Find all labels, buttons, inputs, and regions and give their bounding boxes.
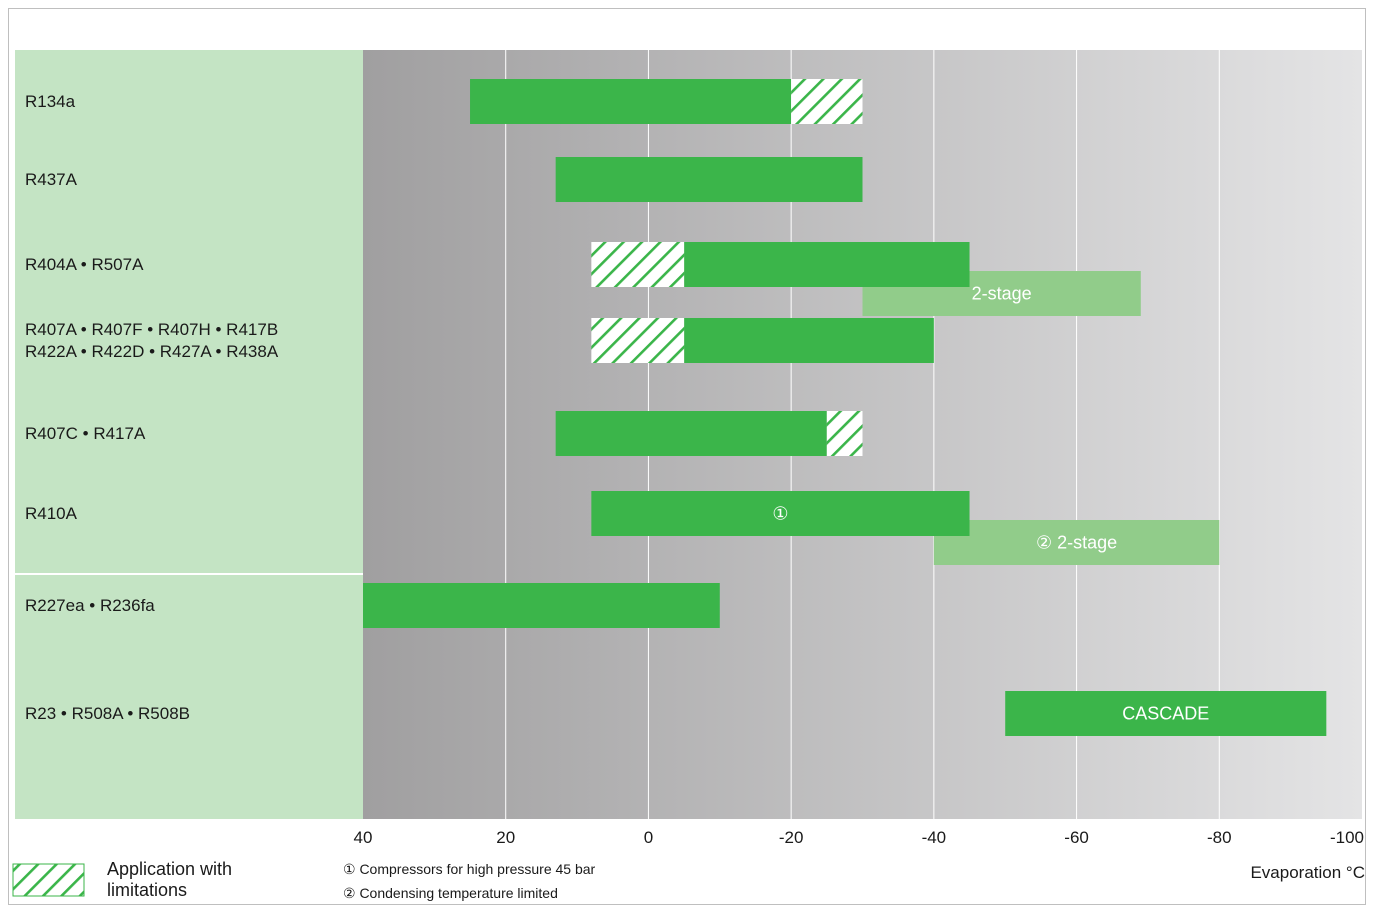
range-bar-full <box>363 583 720 628</box>
range-bar-full <box>555 157 863 202</box>
x-tick-label: 40 <box>354 828 373 847</box>
legend: Application with limitations <box>12 859 232 900</box>
range-bar-limited <box>791 79 863 124</box>
x-tick-label: -60 <box>1064 828 1089 847</box>
category-label: R404A • R507A <box>25 255 144 274</box>
category-label: R422A • R422D • R427A • R438A <box>25 342 279 361</box>
range-bar-two-stage <box>933 520 1220 565</box>
note-condensing: ② Condensing temperature limited <box>343 885 558 901</box>
category-label: R134a <box>25 92 76 111</box>
range-bar-full <box>591 491 970 536</box>
x-axis-title: Evaporation °C <box>1250 863 1365 882</box>
range-bar-label: CASCADE <box>1122 704 1209 724</box>
label-panel <box>15 50 363 819</box>
category-label: R437A <box>25 170 78 189</box>
range-bar-label: ② 2-stage <box>1036 533 1117 553</box>
category-label: R227ea • R236fa <box>25 596 155 615</box>
range-bar-label: ① <box>772 504 788 524</box>
x-tick-labels: 40 20 0 -20 -40 -60 -80 -100 <box>354 828 1364 847</box>
range-bar-limited <box>826 411 863 456</box>
x-tick-label: 0 <box>644 828 653 847</box>
range-bar-label: 2-stage <box>972 284 1032 304</box>
x-tick-label: -80 <box>1207 828 1232 847</box>
range-bars: 2-stage ② 2-stage ① CASCADE <box>363 79 1327 736</box>
range-bar-full <box>684 242 970 287</box>
legend-label-line-1: Application with <box>107 859 232 879</box>
range-bar-limited <box>591 318 685 363</box>
category-label: R23 • R508A • R508B <box>25 704 190 723</box>
x-tick-label: -40 <box>922 828 947 847</box>
legend-label-line-2: limitations <box>107 880 187 900</box>
chart-frame: 2-stage ② 2-stage ① CASCADE R134a R437A R404A… <box>8 8 1366 905</box>
x-tick-label: -20 <box>779 828 804 847</box>
range-bar-full <box>1005 691 1327 736</box>
category-labels: R134a R437A R404A • R507A R407A • R407F • R… <box>25 92 279 723</box>
range-bar-full <box>470 79 792 124</box>
refrigerant-application-chart: 2-stage ② 2-stage ① CASCADE R134a R437A R404A… <box>12 50 1365 901</box>
category-label: R410A <box>25 504 78 523</box>
x-tick-label: -100 <box>1330 828 1364 847</box>
legend-hatch-swatch <box>12 863 85 897</box>
category-label: R407C • R417A <box>25 424 146 443</box>
range-bar-full <box>684 318 934 363</box>
category-label: R407A • R407F • R407H • R417B <box>25 320 278 339</box>
note-high-pressure: ① Compressors for high pressure 45 bar <box>343 861 596 877</box>
range-bar-limited <box>591 242 685 287</box>
range-bar-full <box>555 411 827 456</box>
x-tick-label: 20 <box>496 828 515 847</box>
